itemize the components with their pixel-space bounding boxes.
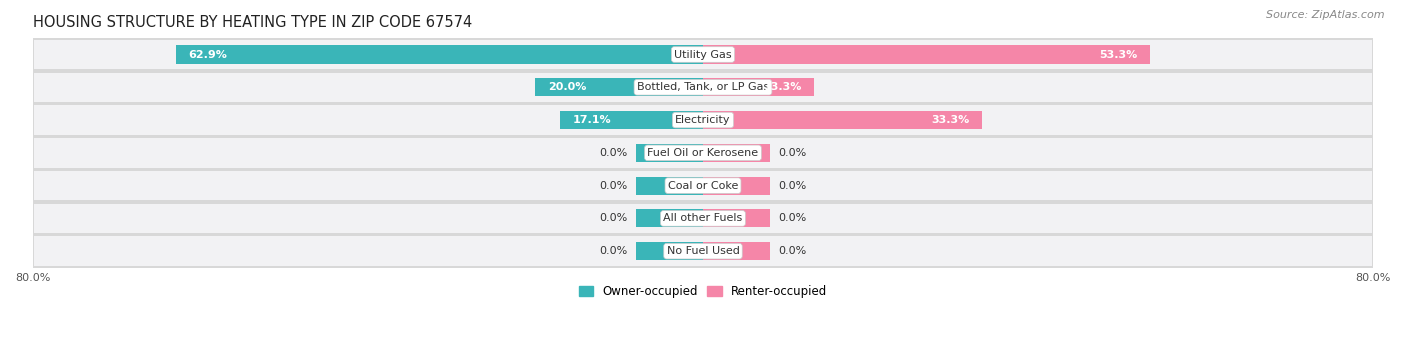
Text: HOUSING STRUCTURE BY HEATING TYPE IN ZIP CODE 67574: HOUSING STRUCTURE BY HEATING TYPE IN ZIP…	[32, 15, 472, 30]
Bar	[703, 45, 1150, 63]
Text: Electricity: Electricity	[675, 115, 731, 125]
Text: 53.3%: 53.3%	[1098, 49, 1137, 59]
Bar	[176, 45, 703, 63]
Bar	[636, 177, 703, 195]
Bar	[636, 242, 703, 260]
Bar	[703, 144, 770, 162]
Legend: Owner-occupied, Renter-occupied: Owner-occupied, Renter-occupied	[574, 281, 832, 303]
Text: 0.0%: 0.0%	[779, 213, 807, 223]
Bar	[34, 171, 1372, 201]
Bar	[703, 177, 770, 195]
Text: 0.0%: 0.0%	[599, 213, 627, 223]
Bar	[34, 138, 1372, 168]
Text: 0.0%: 0.0%	[779, 148, 807, 158]
Text: Coal or Coke: Coal or Coke	[668, 181, 738, 191]
Text: 33.3%: 33.3%	[931, 115, 970, 125]
Bar	[32, 235, 1374, 268]
Bar	[32, 202, 1374, 235]
Bar	[32, 136, 1374, 169]
Text: 0.0%: 0.0%	[779, 181, 807, 191]
Bar	[32, 71, 1374, 104]
Text: 20.0%: 20.0%	[548, 82, 586, 92]
Text: 0.0%: 0.0%	[779, 246, 807, 256]
Text: 0.0%: 0.0%	[599, 181, 627, 191]
Text: 17.1%: 17.1%	[572, 115, 612, 125]
Text: 62.9%: 62.9%	[188, 49, 228, 59]
Bar	[32, 169, 1374, 202]
Text: 0.0%: 0.0%	[599, 246, 627, 256]
Bar	[703, 242, 770, 260]
Text: Utility Gas: Utility Gas	[675, 49, 731, 59]
Bar	[703, 209, 770, 227]
Bar	[34, 236, 1372, 266]
Text: All other Fuels: All other Fuels	[664, 213, 742, 223]
Bar	[703, 78, 814, 96]
Text: Source: ZipAtlas.com: Source: ZipAtlas.com	[1267, 10, 1385, 20]
Bar	[32, 104, 1374, 136]
Bar	[703, 111, 981, 129]
Bar	[32, 38, 1374, 71]
Text: Bottled, Tank, or LP Gas: Bottled, Tank, or LP Gas	[637, 82, 769, 92]
Bar	[560, 111, 703, 129]
Bar	[34, 40, 1372, 69]
Bar	[34, 204, 1372, 233]
Bar	[636, 209, 703, 227]
Text: 0.0%: 0.0%	[599, 148, 627, 158]
Text: No Fuel Used: No Fuel Used	[666, 246, 740, 256]
Bar	[536, 78, 703, 96]
Bar	[34, 105, 1372, 135]
Bar	[636, 144, 703, 162]
Text: Fuel Oil or Kerosene: Fuel Oil or Kerosene	[647, 148, 759, 158]
Bar	[34, 73, 1372, 102]
Text: 13.3%: 13.3%	[763, 82, 801, 92]
